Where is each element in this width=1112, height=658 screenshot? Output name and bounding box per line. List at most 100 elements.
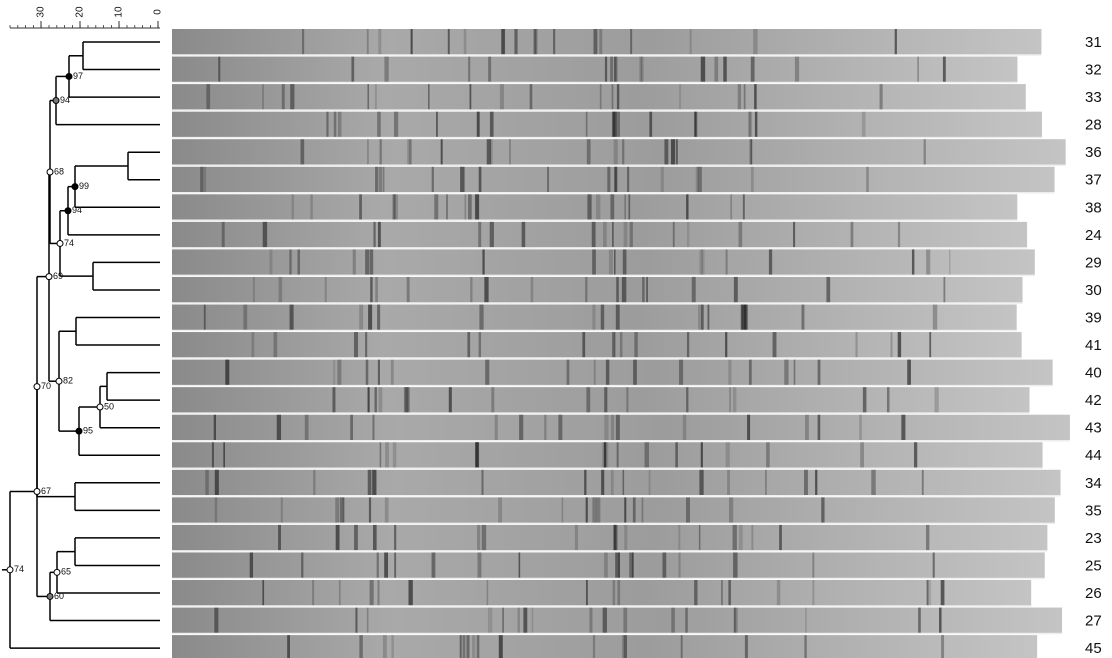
gel-band bbox=[751, 525, 753, 551]
gel-band bbox=[368, 305, 372, 331]
gel-band bbox=[384, 57, 388, 83]
gel-band bbox=[353, 249, 356, 275]
gel-band bbox=[804, 470, 808, 496]
node bbox=[47, 593, 53, 599]
lane-label: 39 bbox=[1085, 309, 1102, 326]
gel-band bbox=[685, 608, 687, 634]
gel-band bbox=[890, 332, 892, 358]
gel-band bbox=[373, 222, 375, 248]
gel-band bbox=[477, 635, 480, 658]
node bbox=[56, 378, 62, 384]
gel-band bbox=[603, 608, 607, 634]
gel-band bbox=[278, 525, 281, 551]
gel-band bbox=[649, 470, 651, 496]
gel-lane bbox=[172, 525, 1047, 551]
gel-band bbox=[488, 608, 492, 634]
node bbox=[66, 73, 72, 79]
node-label: 70 bbox=[41, 381, 51, 391]
gel-band bbox=[686, 387, 688, 413]
gel-band bbox=[370, 249, 373, 275]
gel-band bbox=[502, 608, 504, 634]
gel-band bbox=[498, 497, 502, 523]
gel-band bbox=[616, 415, 620, 441]
node bbox=[97, 404, 103, 410]
gel-band bbox=[333, 387, 336, 413]
gel-band bbox=[478, 552, 482, 578]
gel-band bbox=[630, 222, 633, 248]
gel-band bbox=[336, 525, 340, 551]
gel-band bbox=[671, 608, 675, 634]
lane-label: 28 bbox=[1085, 117, 1102, 134]
gel-band bbox=[250, 552, 253, 578]
node bbox=[54, 569, 60, 575]
gel-band bbox=[499, 635, 503, 658]
gel-band bbox=[699, 249, 703, 275]
gel-band bbox=[907, 360, 911, 386]
gel-band bbox=[394, 112, 398, 138]
gel-band bbox=[895, 29, 897, 55]
gel-band bbox=[488, 57, 491, 83]
gel-band bbox=[753, 29, 757, 55]
gel-band bbox=[863, 387, 867, 413]
gel-band bbox=[297, 249, 299, 275]
gel-band bbox=[263, 222, 267, 248]
gel-band bbox=[743, 194, 745, 220]
gel-band bbox=[821, 497, 824, 523]
gel-band bbox=[793, 222, 795, 248]
gel-band bbox=[375, 277, 378, 303]
gel-band bbox=[514, 29, 517, 55]
gel-band bbox=[470, 277, 472, 303]
gel-band bbox=[860, 442, 864, 468]
gel-band bbox=[373, 525, 377, 551]
gel-band bbox=[379, 387, 383, 413]
gel-band bbox=[487, 139, 491, 165]
gel-band bbox=[617, 84, 619, 110]
gel-band bbox=[794, 360, 796, 386]
gel-band bbox=[609, 249, 613, 275]
gel-band bbox=[495, 415, 498, 441]
gel-band bbox=[851, 222, 854, 248]
gel-band bbox=[604, 552, 608, 578]
gel-band bbox=[721, 580, 723, 606]
gel-lane bbox=[172, 635, 1037, 658]
gel-band bbox=[623, 249, 627, 275]
gel-band bbox=[616, 277, 619, 303]
gel-band bbox=[627, 167, 629, 193]
gel-band bbox=[215, 470, 219, 496]
gel-band bbox=[203, 167, 206, 193]
lane-label: 42 bbox=[1085, 392, 1102, 409]
gel-band bbox=[372, 470, 376, 496]
gel-band bbox=[534, 29, 536, 55]
gel-band bbox=[725, 332, 727, 358]
gel-band bbox=[606, 360, 609, 386]
scale-label: 10 bbox=[114, 6, 125, 18]
gel-band bbox=[862, 112, 866, 138]
gel-band bbox=[701, 442, 703, 468]
gel-band bbox=[205, 470, 209, 496]
lane-labels: 3132332836373824293039414042434434352325… bbox=[1085, 34, 1102, 657]
gel-band bbox=[372, 415, 374, 441]
gel-band bbox=[377, 305, 380, 331]
gel-band bbox=[592, 249, 596, 275]
gel-band bbox=[805, 415, 809, 441]
gel-lane bbox=[172, 277, 1023, 303]
lane-label: 38 bbox=[1085, 199, 1102, 216]
lane-label: 36 bbox=[1085, 144, 1102, 161]
gel-band bbox=[612, 112, 616, 138]
node bbox=[53, 98, 59, 104]
gel-band bbox=[310, 194, 312, 220]
gel-band bbox=[484, 277, 488, 303]
gel-band bbox=[479, 305, 483, 331]
lane-label: 37 bbox=[1085, 172, 1102, 189]
gel-band bbox=[432, 167, 434, 193]
gel-band bbox=[325, 277, 327, 303]
gel-band bbox=[611, 470, 614, 496]
node-label: 67 bbox=[41, 486, 51, 496]
gel-band bbox=[696, 167, 699, 193]
scale-label: 0 bbox=[153, 9, 164, 15]
gel-band bbox=[334, 112, 337, 138]
gel-band bbox=[585, 277, 587, 303]
gel-band bbox=[547, 167, 549, 193]
gel-band bbox=[587, 194, 591, 220]
